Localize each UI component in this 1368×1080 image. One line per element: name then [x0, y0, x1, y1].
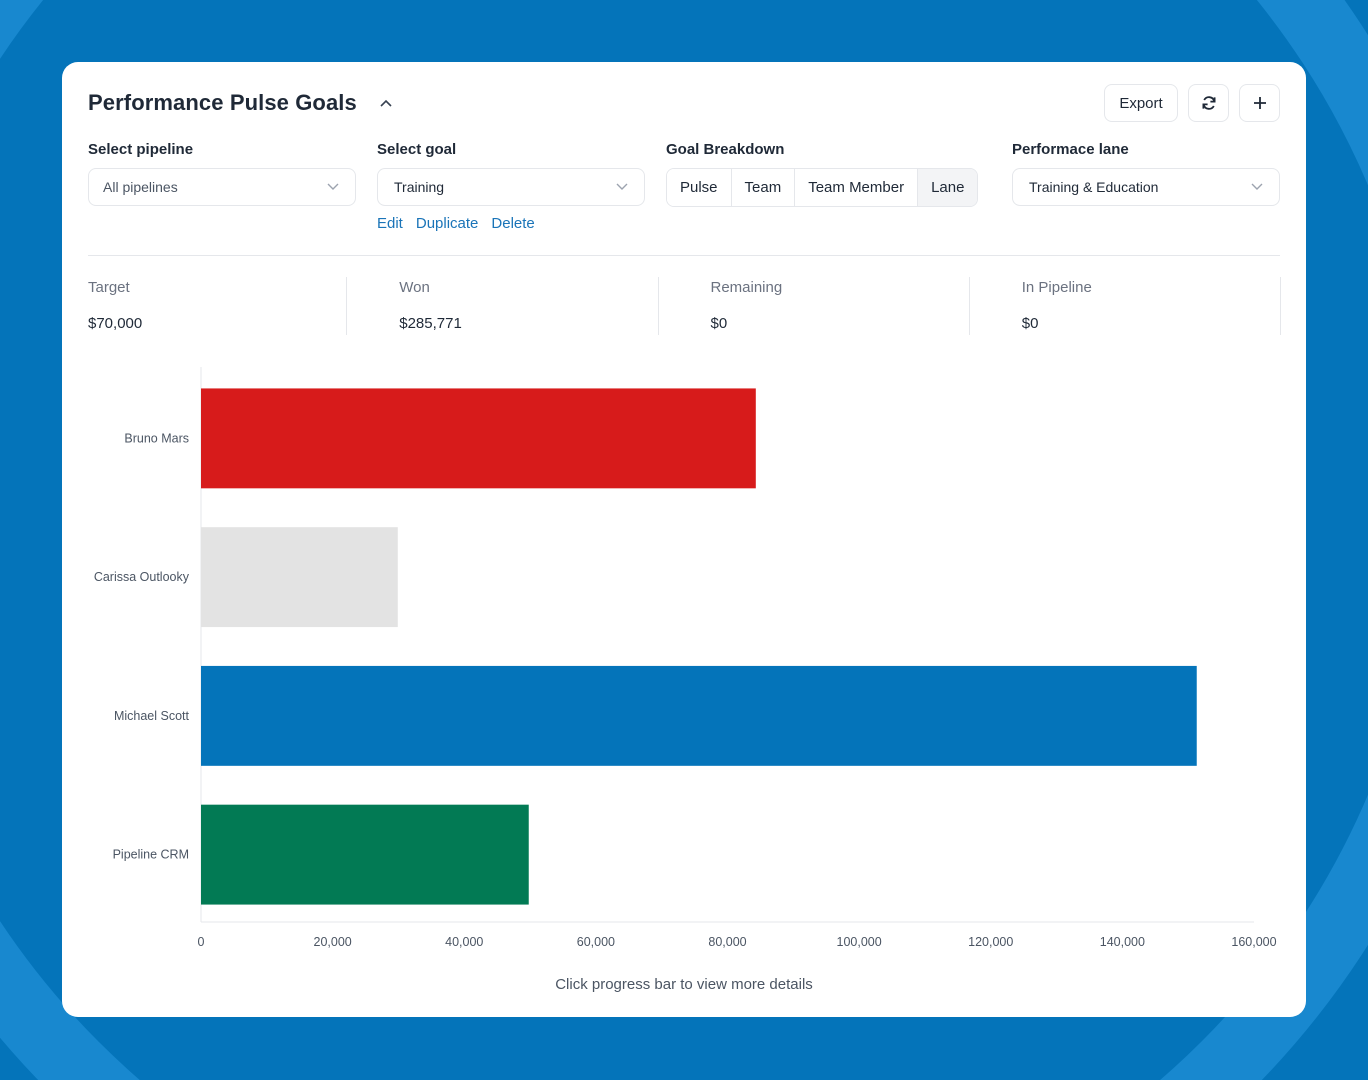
- header-actions: Export: [1104, 84, 1280, 122]
- chart-hint: Click progress bar to view more details: [555, 976, 813, 993]
- breakdown-option-pulse[interactable]: Pulse: [667, 169, 732, 206]
- y-tick-label: Pipeline CRM: [113, 848, 189, 862]
- export-button[interactable]: Export: [1104, 84, 1178, 122]
- section-divider: [88, 255, 1280, 256]
- lane-select-value: Training & Education: [1029, 179, 1159, 195]
- add-button[interactable]: [1239, 84, 1280, 122]
- stat-label: Won: [399, 279, 430, 296]
- x-tick-label: 40,000: [445, 935, 483, 949]
- stat-remaining: Remaining $0: [659, 277, 970, 335]
- stat-in-pipeline: In Pipeline $0: [970, 277, 1281, 335]
- chevron-down-icon: [1251, 183, 1263, 190]
- lane-select[interactable]: Training & Education: [1012, 168, 1280, 206]
- collapse-button[interactable]: [376, 92, 396, 114]
- stat-won: Won $285,771: [347, 277, 659, 335]
- stat-value: $285,771: [399, 315, 462, 332]
- bar-bruno-mars[interactable]: [201, 388, 756, 489]
- delete-goal-link[interactable]: Delete: [491, 215, 535, 232]
- stat-label: In Pipeline: [1021, 279, 1092, 296]
- x-tick-label: 120,000: [968, 935, 1013, 949]
- refresh-icon: [1202, 96, 1215, 110]
- goal-select-value: Training: [394, 179, 445, 195]
- x-tick-label: 20,000: [314, 935, 352, 949]
- x-tick-label: 140,000: [1100, 935, 1145, 949]
- bar-michael-scott[interactable]: [201, 665, 1197, 766]
- goals-card: Performance Pulse Goals Export Select pi…: [62, 62, 1306, 1017]
- bar-pipeline-crm[interactable]: [201, 804, 529, 905]
- page-title: Performance Pulse Goals: [88, 90, 357, 115]
- x-tick-label: 160,000: [1231, 935, 1276, 949]
- goal-label: Select goal: [377, 141, 457, 158]
- goal-stats: Target $70,000 Won $285,771 Remaining $0…: [88, 277, 1281, 335]
- y-tick-label: Michael Scott: [114, 709, 190, 723]
- pipeline-select[interactable]: All pipelines: [88, 168, 356, 206]
- stat-label: Remaining: [710, 279, 783, 296]
- y-tick-label: Bruno Mars: [124, 431, 189, 445]
- chevron-down-icon: [616, 183, 628, 190]
- stat-target: Target $70,000: [88, 277, 348, 335]
- edit-goal-link[interactable]: Edit: [377, 215, 403, 232]
- breakdown-segmented-control: Pulse Team Team Member Lane: [666, 168, 979, 207]
- bar-carissa-outlooky[interactable]: [201, 527, 398, 628]
- stat-value: $0: [710, 315, 728, 332]
- x-tick-label: 80,000: [708, 935, 746, 949]
- plus-icon: [1253, 97, 1266, 109]
- goal-progress-chart: Bruno Mars Carissa Outlooky Michael Scott P…: [94, 367, 1277, 949]
- pipeline-label: Select pipeline: [88, 141, 194, 158]
- goal-actions: Edit Duplicate Delete: [377, 215, 535, 232]
- x-tick-label: 100,000: [837, 935, 882, 949]
- stat-value: $70,000: [88, 315, 143, 332]
- breakdown-label: Goal Breakdown: [666, 141, 785, 158]
- chevron-down-icon: [327, 183, 339, 190]
- x-tick-label: 0: [198, 935, 205, 949]
- chevron-up-icon: [380, 99, 392, 107]
- x-tick-label: 60,000: [577, 935, 615, 949]
- breakdown-option-lane[interactable]: Lane: [918, 169, 978, 206]
- duplicate-goal-link[interactable]: Duplicate: [415, 215, 479, 232]
- stat-value: $0: [1021, 315, 1039, 332]
- pipeline-select-value: All pipelines: [103, 179, 178, 195]
- lane-label: Performace lane: [1012, 141, 1129, 158]
- breakdown-option-team[interactable]: Team: [731, 169, 796, 206]
- refresh-button[interactable]: [1188, 84, 1229, 122]
- y-tick-label: Carissa Outlooky: [94, 570, 190, 584]
- goal-select[interactable]: Training: [377, 168, 645, 206]
- breakdown-option-team-member[interactable]: Team Member: [795, 169, 919, 206]
- stat-label: Target: [88, 279, 130, 296]
